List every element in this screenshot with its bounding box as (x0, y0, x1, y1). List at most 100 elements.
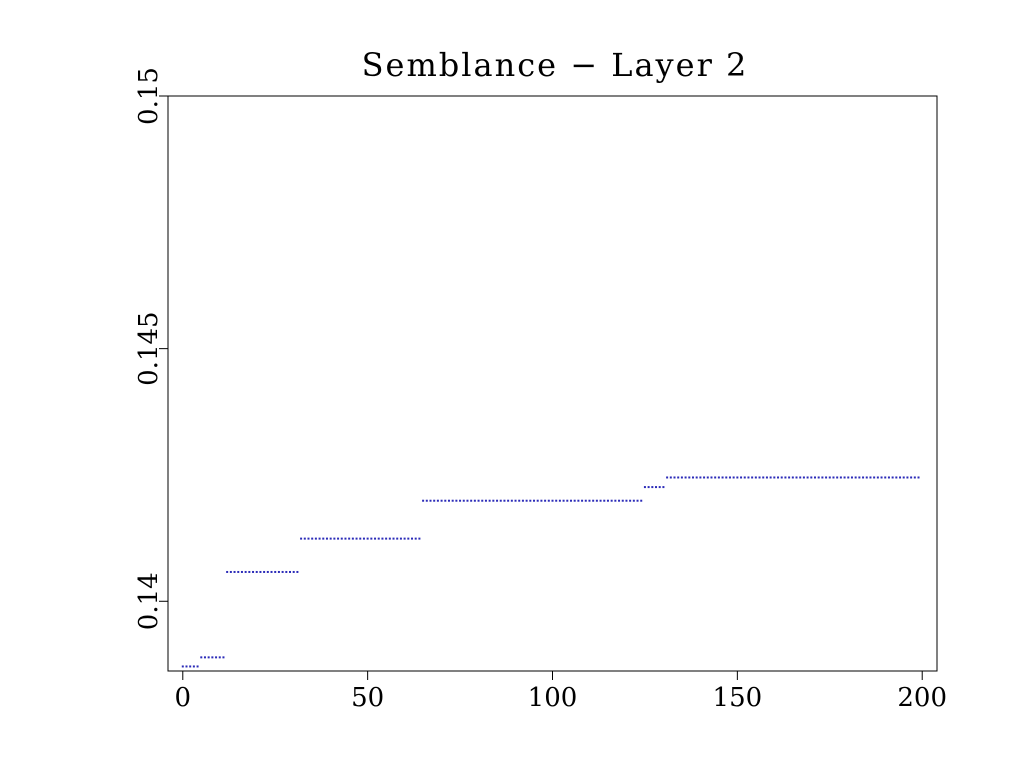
data-point-14 (233, 570, 236, 573)
data-point-101 (555, 499, 558, 502)
data-point-169 (806, 476, 809, 479)
data-point-41 (333, 537, 336, 540)
data-point-193 (895, 476, 898, 479)
data-point-45 (348, 537, 351, 540)
data-point-97 (540, 499, 543, 502)
data-point-17 (244, 570, 247, 573)
data-point-18 (248, 570, 251, 573)
data-point-175 (828, 476, 831, 479)
data-point-116 (610, 499, 613, 502)
data-point-161 (777, 476, 780, 479)
data-point-13 (229, 570, 232, 573)
data-point-144 (714, 476, 717, 479)
data-point-63 (414, 537, 417, 540)
data-point-94 (529, 499, 532, 502)
data-point-72 (447, 499, 450, 502)
data-point-190 (884, 476, 887, 479)
data-point-103 (562, 499, 565, 502)
data-point-19 (252, 570, 255, 573)
data-point-32 (300, 537, 303, 540)
data-point-96 (536, 499, 539, 502)
data-point-181 (850, 476, 853, 479)
data-point-130 (662, 486, 665, 489)
data-point-132 (669, 476, 672, 479)
data-point-11 (222, 656, 225, 659)
data-point-34 (307, 537, 310, 540)
y-axis: 0.14 0.145 0.15 (134, 67, 168, 630)
data-point-163 (784, 476, 787, 479)
data-point-121 (629, 499, 632, 502)
data-point-4 (196, 665, 199, 668)
data-point-37 (318, 537, 321, 540)
data-point-47 (355, 537, 358, 540)
data-point-177 (836, 476, 839, 479)
x-tick-label-1: 50 (351, 683, 384, 713)
data-point-115 (606, 499, 609, 502)
data-point-100 (551, 499, 554, 502)
data-point-113 (599, 499, 602, 502)
data-point-141 (703, 476, 706, 479)
data-point-58 (396, 537, 399, 540)
data-point-73 (451, 499, 454, 502)
data-point-91 (518, 499, 521, 502)
data-point-67 (429, 499, 432, 502)
data-point-198 (913, 476, 916, 479)
data-point-35 (311, 537, 314, 540)
data-point-196 (906, 476, 909, 479)
data-point-74 (455, 499, 458, 502)
y-tick-label-1: 0.145 (134, 311, 164, 385)
data-point-164 (788, 476, 791, 479)
data-point-124 (640, 499, 643, 502)
data-point-166 (795, 476, 798, 479)
data-point-145 (717, 476, 720, 479)
data-point-195 (902, 476, 905, 479)
data-point-79 (473, 499, 476, 502)
data-point-188 (876, 476, 879, 479)
data-point-88 (507, 499, 510, 502)
data-point-85 (496, 499, 499, 502)
data-point-92 (521, 499, 524, 502)
data-point-159 (769, 476, 772, 479)
data-point-133 (673, 476, 676, 479)
data-point-176 (832, 476, 835, 479)
data-point-90 (514, 499, 517, 502)
data-point-109 (584, 499, 587, 502)
data-point-184 (862, 476, 865, 479)
data-point-105 (569, 499, 572, 502)
data-point-51 (370, 537, 373, 540)
data-point-120 (625, 499, 628, 502)
data-point-44 (344, 537, 347, 540)
data-point-70 (440, 499, 443, 502)
data-point-66 (425, 499, 428, 502)
data-point-5 (200, 656, 203, 659)
data-point-112 (595, 499, 598, 502)
data-point-69 (436, 499, 439, 502)
data-point-0 (181, 665, 184, 668)
data-point-189 (880, 476, 883, 479)
data-point-162 (780, 476, 783, 479)
data-point-82 (484, 499, 487, 502)
y-tick-label-0: 0.14 (134, 572, 164, 630)
data-point-126 (647, 486, 650, 489)
data-point-59 (399, 537, 402, 540)
data-point-183 (858, 476, 861, 479)
data-point-152 (743, 476, 746, 479)
data-point-75 (459, 499, 462, 502)
data-point-153 (747, 476, 750, 479)
data-point-108 (581, 499, 584, 502)
data-point-9 (215, 656, 218, 659)
data-point-187 (873, 476, 876, 479)
data-point-131 (666, 476, 669, 479)
data-point-146 (721, 476, 724, 479)
data-point-87 (503, 499, 506, 502)
data-point-150 (736, 476, 739, 479)
data-point-77 (466, 499, 469, 502)
data-point-62 (411, 537, 414, 540)
x-tick-label-3: 150 (713, 683, 763, 713)
data-point-136 (684, 476, 687, 479)
data-point-43 (340, 537, 343, 540)
y-tick-label-2: 0.15 (134, 67, 164, 125)
data-point-135 (680, 476, 683, 479)
data-point-20 (255, 570, 258, 573)
data-point-168 (802, 476, 805, 479)
